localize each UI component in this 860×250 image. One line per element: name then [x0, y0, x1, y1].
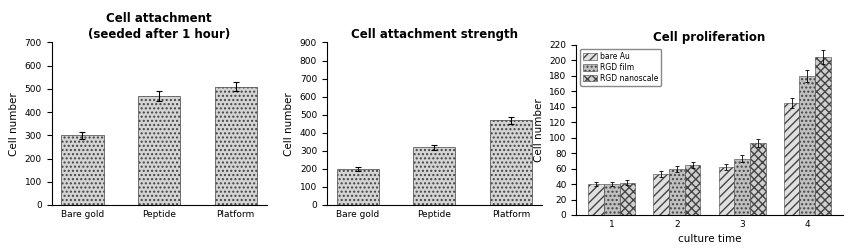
Bar	[815, 56, 831, 215]
Bar	[588, 184, 604, 215]
Bar	[734, 158, 750, 215]
Bar	[138, 96, 181, 205]
Bar	[800, 76, 815, 215]
Bar	[750, 143, 765, 215]
Legend: bare Au, RGD film, RGD nanoscale: bare Au, RGD film, RGD nanoscale	[580, 49, 661, 86]
Title: Cell attachment
(seeded after 1 hour): Cell attachment (seeded after 1 hour)	[88, 12, 230, 41]
Bar	[783, 103, 800, 215]
Y-axis label: Cell number: Cell number	[285, 92, 294, 156]
Title: Cell attachment strength: Cell attachment strength	[351, 28, 518, 41]
Bar	[685, 165, 700, 215]
Bar	[604, 184, 619, 215]
Bar	[654, 174, 669, 215]
Bar	[669, 169, 685, 215]
Y-axis label: Cell number: Cell number	[534, 98, 544, 162]
Bar	[619, 182, 636, 215]
Bar	[215, 86, 257, 205]
Bar	[413, 147, 456, 205]
Bar	[719, 167, 734, 215]
Y-axis label: Cell number: Cell number	[9, 92, 19, 156]
Bar	[61, 135, 103, 205]
X-axis label: culture time: culture time	[678, 234, 741, 244]
Bar	[490, 120, 532, 205]
Bar	[336, 169, 378, 205]
Title: Cell proliferation: Cell proliferation	[654, 31, 765, 44]
